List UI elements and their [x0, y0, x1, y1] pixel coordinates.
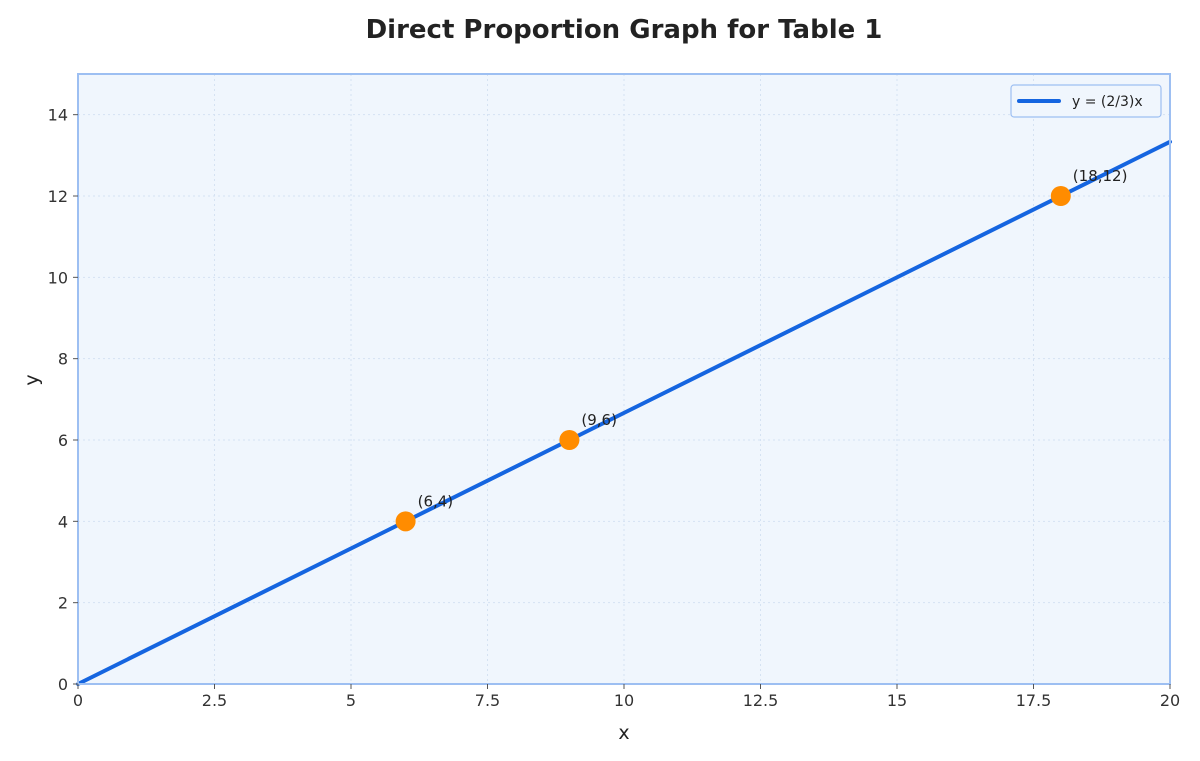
data-point — [395, 511, 416, 532]
x-tick-label: 12.5 — [743, 691, 779, 710]
data-point-label: (18,12) — [1073, 167, 1128, 185]
y-tick-label: 0 — [58, 675, 68, 694]
legend-box — [1010, 84, 1162, 118]
data-point — [559, 430, 580, 450]
x-tick-label: 7.5 — [475, 691, 500, 710]
x-tick-label: 15 — [887, 691, 907, 710]
x-axis-ticks: 0 2.5 5 7.5 10 12.5 15 17.5 20 — [73, 684, 1180, 710]
legend-label: y = (2/3)x — [1072, 94, 1143, 110]
legend: y = (2/3)x — [1010, 84, 1162, 118]
y-tick-label: 14 — [48, 106, 68, 125]
x-tick-label: 17.5 — [1016, 691, 1052, 710]
series-line — [76, 139, 1172, 686]
data-point-label: (9,6) — [581, 411, 617, 429]
data-point-label: (6,4) — [418, 492, 454, 510]
x-tick-label: 0 — [73, 691, 83, 710]
x-tick-label: 10 — [614, 691, 634, 710]
data-point — [1050, 186, 1071, 206]
y-axis-ticks: 0 2 4 6 8 10 12 14 — [48, 106, 78, 694]
series-layer — [76, 139, 1172, 686]
chart-title: Direct Proportion Graph for Table 1 — [366, 15, 883, 45]
y-tick-label: 4 — [58, 512, 68, 531]
y-axis-label: y — [21, 374, 43, 385]
y-tick-label: 12 — [48, 187, 68, 206]
points-layer: (6,4) (9,6) (18,12) — [395, 167, 1128, 532]
y-tick-label: 6 — [58, 431, 68, 450]
y-tick-label: 2 — [58, 594, 68, 613]
grid-lines — [77, 74, 1171, 685]
x-tick-label: 2.5 — [202, 691, 227, 710]
y-tick-label: 8 — [58, 350, 68, 369]
x-tick-label: 5 — [346, 691, 356, 710]
y-tick-label: 10 — [48, 268, 68, 287]
x-tick-label: 20 — [1160, 691, 1180, 710]
x-axis-label: x — [618, 722, 629, 744]
